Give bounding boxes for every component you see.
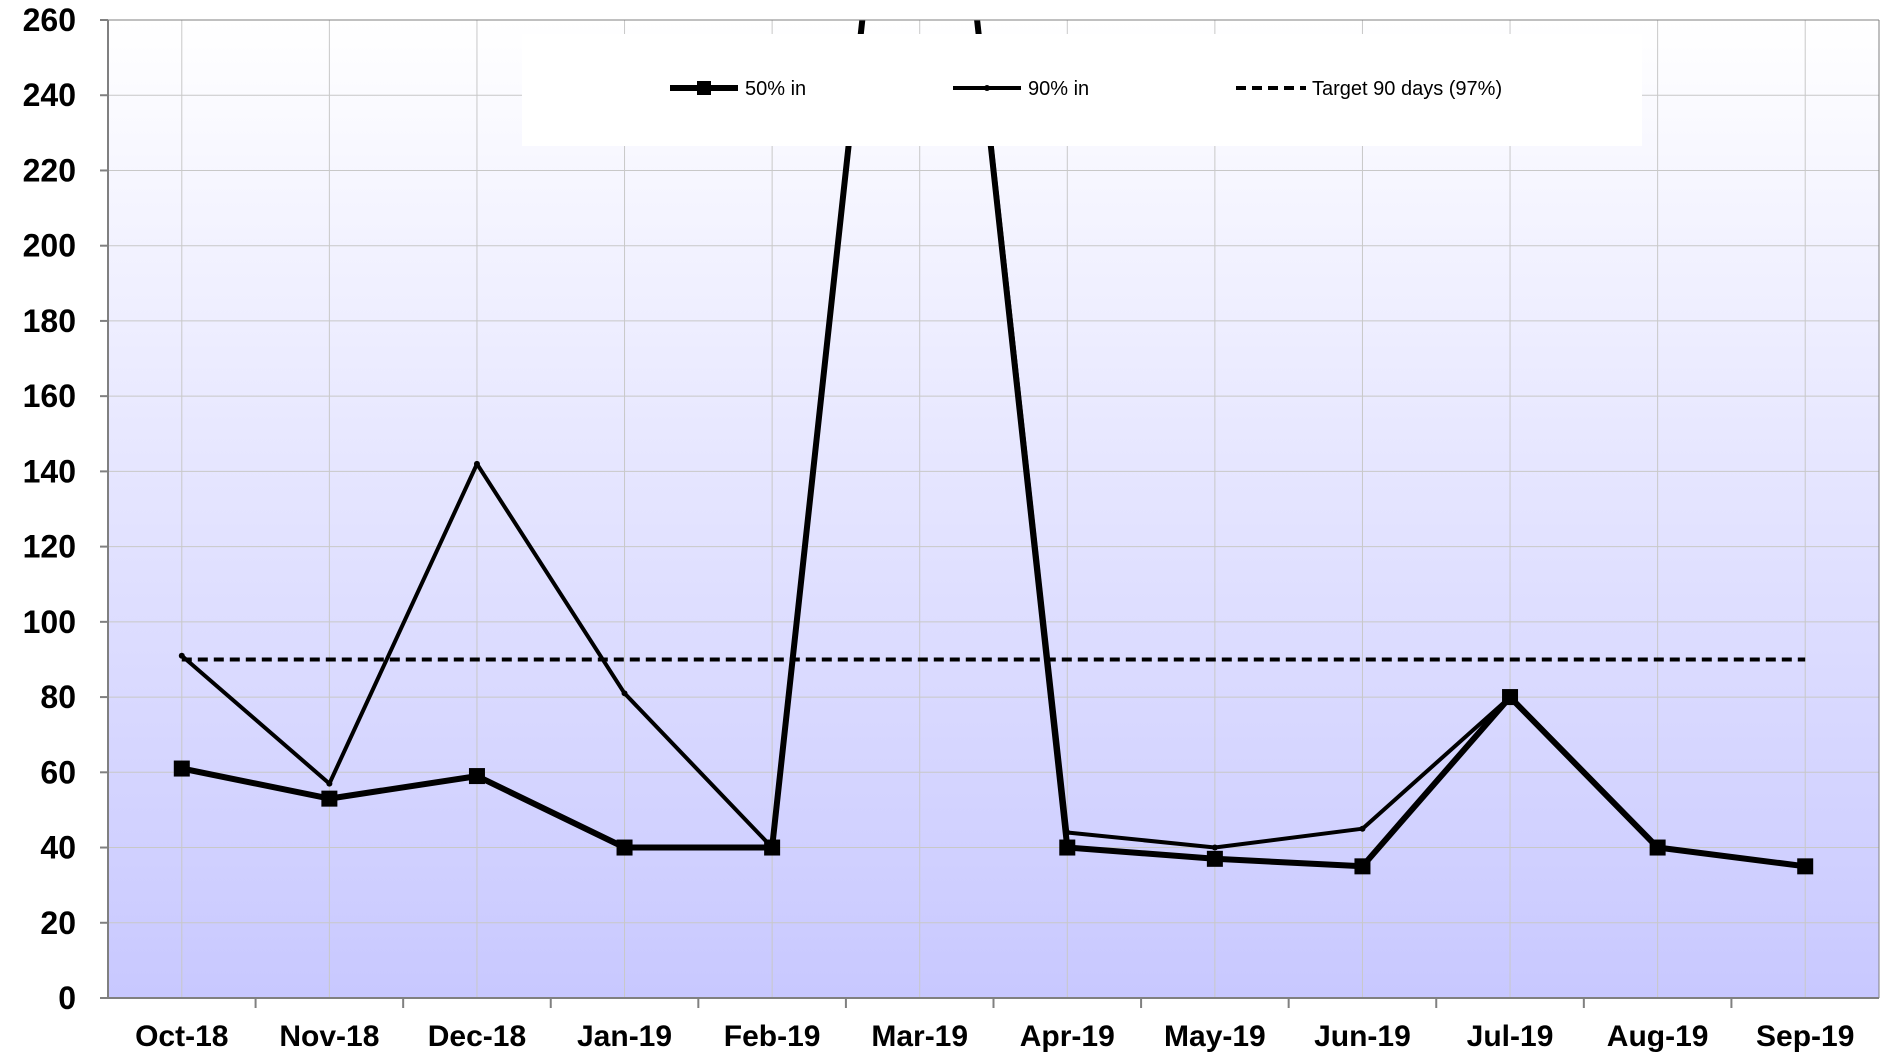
- point-50-percent-8: [1354, 858, 1371, 875]
- y-tick-label: 100: [23, 604, 76, 640]
- point-50-percent-9: [1502, 689, 1519, 706]
- y-tick-label: 60: [40, 754, 76, 790]
- x-tick-label: Dec-18: [428, 1020, 526, 1053]
- legend-marker-50-percent: [697, 81, 711, 95]
- y-tick-label: 180: [23, 303, 76, 339]
- point-50-percent-0: [173, 760, 190, 777]
- y-axis-ticks: 0 20 40 60 80 100 120 140 160 180 200 220 240 260: [23, 2, 108, 1016]
- y-tick-label: 20: [40, 905, 76, 941]
- y-tick-label: 0: [58, 980, 76, 1016]
- x-tick-label: Nov-18: [279, 1020, 379, 1053]
- x-tick-label: Oct-18: [135, 1020, 228, 1053]
- x-tick-label: Aug-19: [1607, 1020, 1709, 1053]
- point-50-percent-11: [1797, 858, 1814, 875]
- y-tick-label: 200: [23, 228, 76, 264]
- series-layer: [173, 20, 1814, 875]
- x-tick-label: Sep-19: [1756, 1020, 1854, 1053]
- point-50-percent-2: [468, 768, 485, 785]
- legend-marker-90-percent: [984, 85, 990, 91]
- point-50-percent-4: [764, 839, 781, 856]
- x-tick-label: Jan-19: [577, 1020, 672, 1053]
- y-tick-label: 220: [23, 152, 76, 188]
- x-tick-label: Feb-19: [724, 1020, 821, 1053]
- point-50-percent-6: [1059, 839, 1076, 856]
- x-tick-label: Apr-19: [1020, 1020, 1115, 1053]
- x-axis-ticks: Oct-18 Nov-18 Dec-18 Jan-19 Feb-19 Mar-19 Apr-…: [135, 998, 1854, 1053]
- point-50-percent-7: [1206, 850, 1223, 867]
- x-tick-label: Mar-19: [871, 1020, 968, 1053]
- y-tick-label: 160: [23, 378, 76, 414]
- legend-item-50-percent: 50% in: [670, 78, 806, 100]
- legend: 50% in 90% in Target 90 days (97%): [522, 34, 1642, 146]
- point-90-percent-0: [178, 652, 185, 659]
- y-tick-label: 240: [23, 77, 76, 113]
- point-50-percent-10: [1649, 839, 1666, 856]
- y-tick-label: 260: [23, 2, 76, 38]
- legend-label-90-percent: 90% in: [1028, 78, 1089, 100]
- x-tick-label: Jul-19: [1467, 1020, 1554, 1053]
- x-tick-label: Jun-19: [1314, 1020, 1411, 1053]
- y-tick-label: 80: [40, 679, 76, 715]
- legend-label-target: Target 90 days (97%): [1312, 78, 1502, 100]
- point-90-percent-3: [621, 690, 628, 697]
- x-tick-label: May-19: [1164, 1020, 1266, 1053]
- series-line-50-percent: [181, 20, 1806, 870]
- legend-label-50-percent: 50% in: [745, 78, 806, 100]
- point-50-percent-3: [616, 839, 633, 856]
- y-tick-label: 120: [23, 529, 76, 565]
- point-90-percent-1: [326, 780, 333, 787]
- y-tick-label: 140: [23, 453, 76, 489]
- y-tick-label: 40: [40, 830, 76, 866]
- legend-item-90-percent: 90% in: [953, 78, 1089, 100]
- point-90-percent-8: [1359, 825, 1366, 832]
- point-90-percent-2: [473, 460, 480, 467]
- point-50-percent-1: [321, 790, 338, 807]
- legend-item-target: Target 90 days (97%): [1236, 78, 1502, 100]
- point-90-percent-7: [1211, 844, 1218, 851]
